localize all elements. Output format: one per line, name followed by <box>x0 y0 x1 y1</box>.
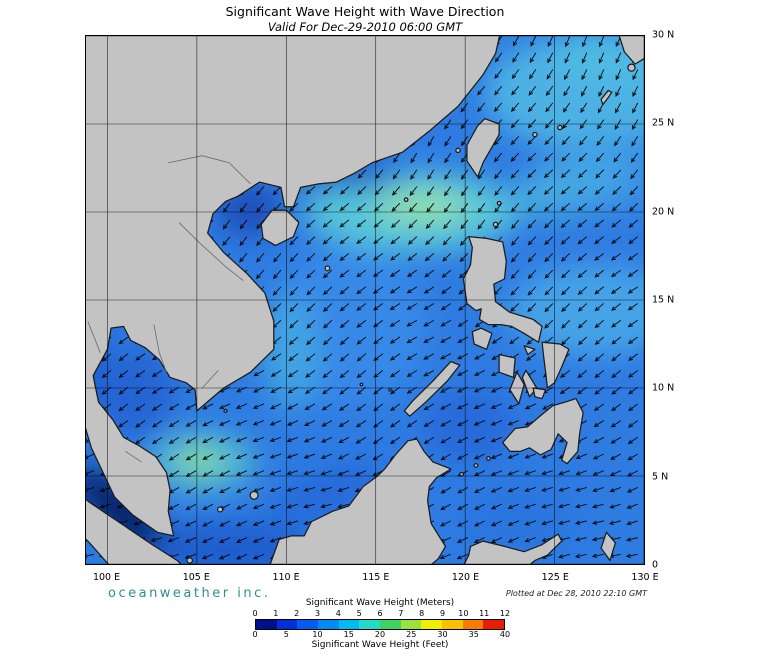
chart-title: Significant Wave Height with Wave Direct… <box>225 4 505 19</box>
y-tick-label: 0 <box>652 559 659 571</box>
feet-tick-label: 35 <box>468 630 479 639</box>
chart-header: Significant Wave Height with Wave Direct… <box>85 4 645 34</box>
colorbar-segment <box>256 620 277 629</box>
legend-feet-ticks: 0 5 10 15 20 25 30 35 40 <box>252 630 510 640</box>
y-tick-label: 25 N <box>652 117 675 129</box>
meters-tick-label: 4 <box>335 609 341 618</box>
land-sumatra <box>86 498 182 564</box>
x-tick-label: 105 E <box>182 572 210 583</box>
land-taiwan <box>466 118 500 178</box>
feet-tick-label: 40 <box>499 630 511 639</box>
land-hainan <box>260 209 300 247</box>
y-tick-label: 15 N <box>652 294 675 306</box>
land-kyushu-islands <box>618 36 644 65</box>
colorbar-segment <box>421 620 443 629</box>
feet-tick-label: 5 <box>283 630 289 639</box>
y-tick-label: 30 N <box>652 29 675 41</box>
land-panay <box>498 353 516 379</box>
colorbar-segment <box>380 620 401 629</box>
land-mindoro <box>471 327 493 350</box>
x-tick-label: 120 E <box>451 572 480 583</box>
island-penghu <box>455 147 461 154</box>
island-conson <box>223 408 228 413</box>
island-yaeyama <box>532 131 538 138</box>
grid-layer <box>86 36 644 564</box>
oceanweather-credit: oceanweather inc. <box>108 586 271 601</box>
colorbar-segment <box>318 620 339 629</box>
wave-map-canvas <box>86 36 644 564</box>
meters-tick-label: 3 <box>314 609 321 618</box>
feet-tick-label: 0 <box>252 630 258 639</box>
land-halmahera <box>600 531 617 562</box>
land-bohol <box>532 387 547 400</box>
island-pratas <box>403 197 409 203</box>
island-natuna <box>249 490 259 500</box>
legend-meters-label: Significant Wave Height (Meters) <box>305 598 455 608</box>
plotted-timestamp: Plotted at Dec 28, 2010 22:10 GMT <box>505 589 647 598</box>
map-frame <box>85 35 645 565</box>
meters-tick-label: 5 <box>356 609 362 618</box>
feet-tick-label: 10 <box>312 630 323 639</box>
island-sulu-3 <box>485 456 491 461</box>
land-sulawesi <box>463 533 563 564</box>
meters-tick-label: 2 <box>294 609 300 618</box>
land-borneo <box>269 438 452 564</box>
feet-tick-label: 25 <box>406 630 417 639</box>
colorbar-segment <box>276 620 298 629</box>
y-tick-label: 20 N <box>652 206 675 218</box>
island-sulu-1 <box>459 471 464 477</box>
island-amami <box>627 63 636 72</box>
land-mindanao <box>502 397 584 465</box>
island-batanes <box>496 200 502 206</box>
x-tick-label: 100 E <box>92 572 121 583</box>
colorbar-segment <box>400 620 422 629</box>
feet-tick-label: 20 <box>374 630 386 639</box>
land-okinawa <box>600 89 613 106</box>
colorbar-segment <box>297 620 319 629</box>
meters-tick-label: 12 <box>499 609 511 618</box>
colorbar-segment <box>442 620 463 629</box>
island-miyako <box>557 124 563 131</box>
meters-tick-label: 9 <box>439 609 446 618</box>
land-masbate <box>523 345 536 356</box>
country-borders-layer <box>87 155 251 463</box>
island-anambas <box>217 506 224 513</box>
island-spratly-1 <box>359 382 364 387</box>
island-sulu-2 <box>473 463 479 468</box>
meters-tick-label: 1 <box>273 609 279 618</box>
land-mainland-asia <box>86 36 501 537</box>
land-luzon <box>462 236 543 343</box>
feet-tick-label: 30 <box>437 630 448 639</box>
meters-tick-label: 0 <box>252 609 258 618</box>
meters-tick-label: 8 <box>419 609 425 618</box>
island-babuyan <box>492 221 499 228</box>
x-tick-label: 115 E <box>362 572 390 583</box>
feet-tick-label: 15 <box>343 630 354 639</box>
legend-colorbar <box>255 619 505 630</box>
colorbar-segment <box>338 620 360 629</box>
meters-tick-label: 11 <box>479 609 490 618</box>
legend-meters-ticks: 0 1 2 3 4 5 6 7 8 9 10 11 12 <box>252 609 510 619</box>
colorbar-segment <box>359 620 381 629</box>
meters-tick-label: 10 <box>458 609 469 618</box>
island-lingga <box>186 557 194 564</box>
island-spratly-2 <box>388 387 392 392</box>
land-palawan <box>403 360 461 417</box>
x-tick-label: 130 E <box>631 572 659 583</box>
meters-tick-label: 6 <box>377 609 383 618</box>
colorbar-segment <box>483 620 505 629</box>
y-tick-label: 5 N <box>652 471 669 483</box>
chart-subtitle: Valid For Dec-29-2010 06:00 GMT <box>267 20 463 34</box>
land-layer <box>86 36 644 564</box>
x-tick-label: 125 E <box>541 572 569 583</box>
y-tick-label: 10 N <box>652 382 675 394</box>
meters-tick-label: 7 <box>398 609 404 618</box>
colorbar-segment <box>462 620 484 629</box>
x-tick-label: 110 E <box>272 572 300 583</box>
legend-feet-label: Significant Wave Height (Feet) <box>311 640 449 650</box>
wave-height-field <box>86 36 644 564</box>
island-paracel <box>324 265 331 272</box>
